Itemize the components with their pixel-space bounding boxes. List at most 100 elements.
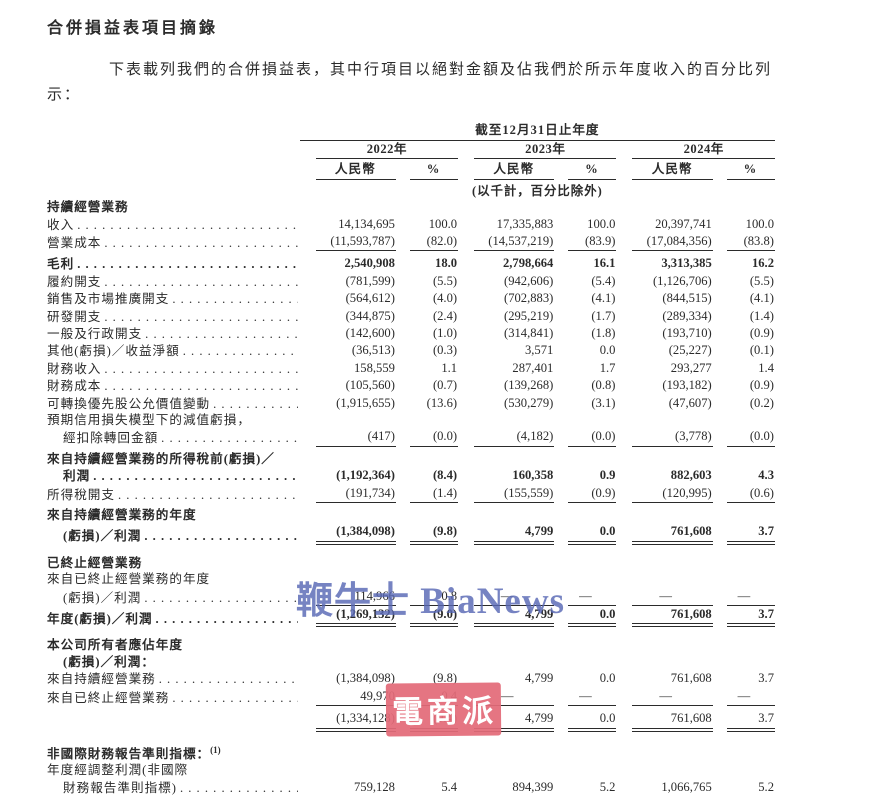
row-label: 已終止經營業務 bbox=[47, 555, 143, 570]
value-cell: (0.2) bbox=[749, 395, 774, 410]
row-label: 財務成本 bbox=[47, 378, 300, 394]
value-cell: (0.0) bbox=[726, 428, 775, 447]
row-label: (虧損)／利潤 bbox=[47, 590, 300, 606]
value-cell: — bbox=[568, 588, 617, 607]
year-header-2024: 2024年 bbox=[616, 140, 775, 160]
value-cell: (193,182) bbox=[662, 378, 712, 393]
watermark-ecommerce-stamp: 電商派 bbox=[385, 682, 502, 737]
table-row: 本公司所有者應佔年度 bbox=[47, 627, 775, 653]
value-cell: (1,334,128) bbox=[315, 710, 396, 732]
percent-header: % bbox=[396, 159, 459, 180]
year-header-2023: 2023年 bbox=[458, 140, 617, 160]
table-row: 所得稅開支 (191,734) (1.4) (155,559) (0.9) (120,99… bbox=[47, 485, 775, 504]
table-row: 可轉換優先股公允價值變動 (1,915,655) (13.6) (530,279) (3… bbox=[47, 395, 775, 412]
value-cell: 5.2 bbox=[758, 779, 774, 794]
value-cell: (13.6) bbox=[426, 395, 458, 410]
value-cell: (5.5) bbox=[432, 273, 458, 288]
value-cell: (139,268) bbox=[504, 378, 554, 393]
value-cell: (530,279) bbox=[504, 395, 554, 410]
row-label: 營業成本 bbox=[47, 235, 300, 251]
value-cell: (1,384,098) bbox=[336, 671, 395, 686]
value-cell: 3.7 bbox=[726, 523, 775, 545]
value-cell: (702,883) bbox=[504, 291, 554, 306]
value-cell: (0.9) bbox=[749, 378, 774, 393]
table-row: 其他(虧損)／收益淨額 (36,513) (0.3) 3,571 0.0 (25,227)… bbox=[47, 342, 775, 359]
dot-leader bbox=[104, 378, 297, 394]
value-cell: (942,606) bbox=[504, 273, 554, 288]
value-cell: (0.6) bbox=[726, 485, 775, 504]
row-label: 來自持續經營業務 bbox=[47, 671, 300, 687]
value-cell: 3,313,385 bbox=[661, 256, 712, 271]
dot-leader bbox=[172, 291, 297, 307]
value-cell: (155,559) bbox=[474, 485, 555, 504]
value-cell: 16.1 bbox=[593, 256, 616, 271]
dot-leader bbox=[213, 396, 298, 412]
row-label: 銷售及市場推廣開支 bbox=[47, 291, 300, 307]
table-row: 一般及行政開支 (142,600) (1.0) (314,841) (1.8) (193,… bbox=[47, 325, 775, 342]
dot-leader bbox=[156, 611, 298, 627]
dot-leader bbox=[93, 468, 297, 484]
row-label: 財務收入 bbox=[47, 361, 300, 377]
row-label: 來自已終止經營業務的年度 bbox=[47, 572, 211, 587]
value-cell: 49,970 bbox=[315, 688, 396, 707]
value-cell: 287,401 bbox=[512, 360, 554, 375]
value-cell: (0.3) bbox=[432, 343, 458, 358]
dot-leader bbox=[104, 309, 297, 325]
value-cell: (1,915,655) bbox=[336, 395, 395, 410]
value-cell: (4.1) bbox=[591, 291, 616, 306]
row-label: 履約開支 bbox=[47, 274, 300, 290]
row-label: 來自持續經營業務的所得稅前(虧損)／ bbox=[47, 451, 275, 466]
dot-leader bbox=[77, 217, 297, 233]
table-row: 已終止經營業務 bbox=[47, 545, 775, 571]
table-row: 研發開支 (344,875) (2.4) (295,219) (1.7) (289,334… bbox=[47, 308, 775, 325]
table-row: 履約開支 (781,599) (5.5) (942,606) (5.4) (1,126,7… bbox=[47, 273, 775, 290]
value-cell: (4,182) bbox=[474, 428, 555, 447]
value-cell: — bbox=[568, 688, 617, 707]
value-cell: 894,399 bbox=[512, 779, 554, 794]
table-row: (虧損)／利潤 114,966 0.8 — — — — bbox=[47, 588, 775, 607]
table-row: 利潤 (1,192,364) (8.4) 160,358 0.9 882,603 4.3 bbox=[47, 467, 775, 484]
value-cell: (0.0) bbox=[568, 428, 617, 447]
table-row: 財務收入 158,559 1.1 287,401 1.7 293,277 1.4 bbox=[47, 360, 775, 377]
value-cell: 100.0 bbox=[745, 216, 774, 231]
value-cell: (1.8) bbox=[591, 325, 616, 340]
row-label: 利潤 bbox=[47, 468, 300, 484]
table-row: 來自持續經營業務的所得稅前(虧損)／ bbox=[47, 447, 775, 467]
value-cell: 293,277 bbox=[670, 360, 712, 375]
value-cell: 0.0 bbox=[568, 523, 617, 545]
value-cell: (9.8) bbox=[409, 523, 459, 545]
row-label: 收入 bbox=[47, 217, 300, 233]
value-cell: (82.0) bbox=[409, 233, 459, 252]
value-cell: (0.1) bbox=[749, 343, 774, 358]
row-label: 持續經營業務 bbox=[47, 200, 129, 215]
value-cell: (0.8) bbox=[591, 378, 616, 393]
value-cell: — bbox=[474, 688, 555, 707]
value-cell: (289,334) bbox=[662, 308, 712, 323]
value-cell: 0.0 bbox=[599, 343, 616, 358]
row-label: 年度(虧損)／利潤 bbox=[47, 611, 300, 627]
table-row: 財務成本 (105,560) (0.7) (139,268) (0.8) (193,182… bbox=[47, 377, 775, 394]
dot-leader bbox=[183, 343, 298, 359]
value-cell: — bbox=[632, 688, 713, 707]
value-cell: (83.8) bbox=[726, 233, 775, 252]
value-cell: 882,603 bbox=[670, 468, 712, 483]
value-cell: 4,799 bbox=[474, 606, 555, 628]
value-cell: (5.5) bbox=[749, 273, 774, 288]
value-cell: 114,966 bbox=[315, 588, 396, 607]
value-cell: (191,734) bbox=[315, 485, 396, 504]
dot-leader bbox=[172, 690, 297, 706]
value-cell: (1.4) bbox=[409, 485, 459, 504]
value-cell: (36,513) bbox=[351, 343, 395, 358]
value-cell: (14,537,219) bbox=[474, 233, 555, 252]
income-statement-table: 截至12月31日止年度 2022年 2023年 2024年 人民幣 % 人民幣 … bbox=[47, 121, 775, 796]
value-cell: 0.8 bbox=[409, 588, 459, 607]
value-cell: (9.0) bbox=[409, 606, 459, 628]
value-cell: (0.9) bbox=[568, 485, 617, 504]
table-row: (虧損)／利潤： bbox=[47, 654, 775, 670]
table-row: 財務報告準則指標) 759,128 5.4 894,399 5.2 1,066,765 5.… bbox=[47, 779, 775, 796]
value-cell: — bbox=[726, 588, 775, 607]
value-cell: 0.0 bbox=[568, 606, 617, 628]
unit-note: (以千計，百分比除外) bbox=[471, 183, 603, 198]
